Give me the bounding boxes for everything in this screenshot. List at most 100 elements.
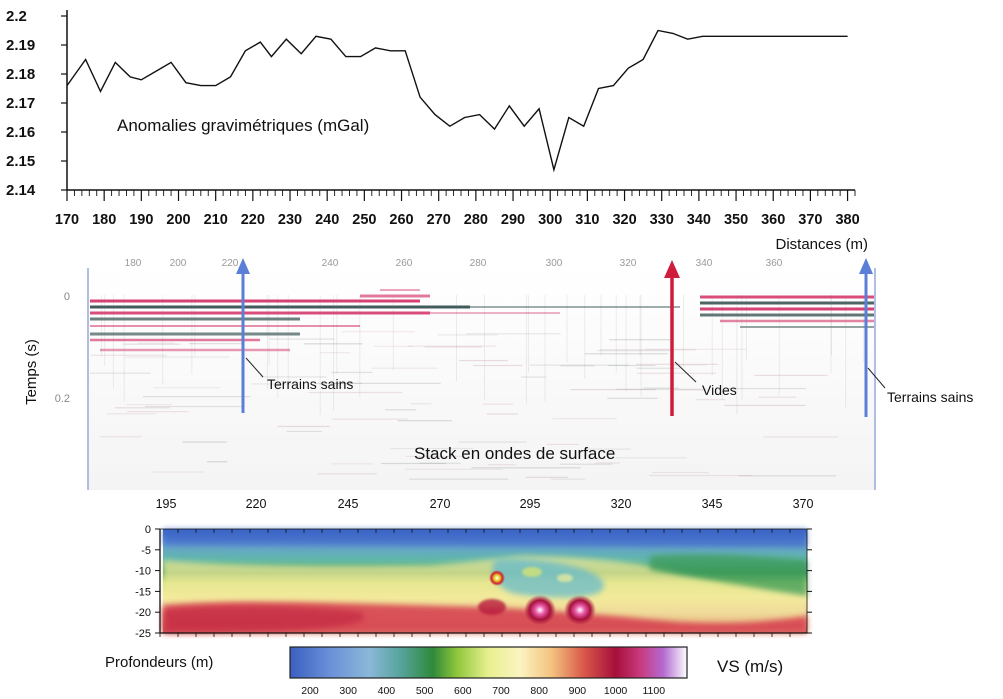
gravity-x-tick-label: 380 <box>835 212 859 228</box>
arrow-vides <box>664 260 680 416</box>
stack-trace-streak <box>319 295 321 415</box>
stack-noise <box>404 468 503 470</box>
gravity-x-tick-label: 270 <box>427 212 451 228</box>
stack-trace-streak <box>830 295 832 374</box>
vs-y-tick-label: -5 <box>141 545 151 557</box>
stack-trace-streak <box>741 295 743 400</box>
gravity-x-tick-label: 300 <box>538 212 562 228</box>
gravity-y-tick-label: 2.18 <box>6 66 35 83</box>
stack-noise <box>599 349 697 351</box>
stack-noise <box>520 376 547 378</box>
vs-colorbar-tick-label: 1100 <box>643 685 666 697</box>
stack-noise <box>585 448 631 450</box>
stack-reflector <box>470 306 680 308</box>
stack-noise <box>331 463 374 465</box>
stack-noise <box>371 367 438 369</box>
stack-noise <box>331 371 373 374</box>
stack-noise <box>144 405 245 408</box>
stack-trace-streak <box>101 295 103 357</box>
gravity-y-tick-label: 2.15 <box>6 153 35 170</box>
vs-colorbar-tick-label: 500 <box>416 685 434 697</box>
stack-noise <box>671 364 707 366</box>
stack-noise <box>551 478 586 480</box>
stack-noise <box>410 403 432 405</box>
stack-trace-streak <box>863 295 865 362</box>
vs-y-tick-label: -15 <box>135 586 151 598</box>
stack-noise <box>615 388 706 390</box>
gravity-x-tick-label: 170 <box>55 212 79 228</box>
stack-trace-streak <box>600 295 602 356</box>
stack-bottom-tick-label: 270 <box>430 497 451 511</box>
stack-noise <box>142 396 251 398</box>
stack-noise <box>99 436 142 438</box>
stack-noise <box>609 339 671 341</box>
stack-trace-streak <box>721 295 723 401</box>
stack-noise <box>738 475 837 477</box>
stack-noise <box>303 343 363 345</box>
stack-noise <box>332 382 441 384</box>
gravity-line <box>66 29 848 173</box>
stack-top-tick-label: 320 <box>620 258 637 269</box>
stack-noise <box>671 389 708 391</box>
stack-noise <box>385 409 416 411</box>
stack-y-tick-labels: 00.2 <box>55 291 70 405</box>
stack-reflector <box>90 338 260 342</box>
stack-y-tick-label: 0 <box>64 291 70 303</box>
stack-trace-streak <box>640 295 642 397</box>
stack-trace-streak <box>162 295 164 385</box>
vs-y-tick-label: -10 <box>135 566 151 578</box>
stack-noise <box>259 376 327 378</box>
vs-section: 0 -5 -10 -15 -20 -25 Profondeurs (m) 200 300 40… <box>105 524 812 697</box>
vs-y-tick-label: 0 <box>145 524 151 536</box>
stack-noise <box>90 372 151 374</box>
stack-bottom-tick-label: 370 <box>793 497 814 511</box>
stack-trace-streak <box>778 295 780 395</box>
stack-trace-streak <box>566 295 568 363</box>
stack-trace-streak <box>544 295 546 402</box>
stack-trace-streak <box>683 295 685 368</box>
vs-colorbar-tick-label: 800 <box>530 685 548 697</box>
stack-trace-streak <box>455 295 457 382</box>
stack-noise <box>486 413 519 415</box>
stack-trace-streak <box>277 295 279 399</box>
stack-traces <box>90 289 874 480</box>
stack-noise <box>636 367 680 369</box>
stack-background <box>88 268 875 490</box>
vs-colorbar-tick-label: 600 <box>454 685 472 697</box>
stack-noise <box>397 420 452 422</box>
stack-reflector <box>380 289 420 291</box>
stack-reflector <box>90 299 420 303</box>
leader-terrains-sains-right <box>867 367 886 389</box>
stack-trace-streak <box>123 295 125 403</box>
vs-colorbar <box>289 646 688 679</box>
gravity-x-tick-label: 230 <box>278 212 302 228</box>
gravity-chart-title: Anomalies gravimétriques (mGal) <box>117 116 369 135</box>
stack-noise <box>437 334 498 336</box>
stack-top-tick-label: 340 <box>696 258 713 269</box>
stack-trace-streak <box>191 295 193 375</box>
annotation-vides: Vides <box>702 382 737 398</box>
stack-noise <box>584 353 668 355</box>
stack-trace-streak <box>527 295 529 373</box>
stack-reflector <box>740 326 874 328</box>
stack-noise <box>459 441 527 443</box>
gravity-x-tick-label: 290 <box>501 212 525 228</box>
stack-noise <box>465 333 561 335</box>
stack-bottom-tick-label: 295 <box>520 497 541 511</box>
stack-trace-streak <box>336 295 338 374</box>
stack-reflector <box>700 301 874 305</box>
stack-trace-streak <box>745 295 747 361</box>
stack-top-tick-label: 180 <box>125 258 142 269</box>
stack-noise <box>126 411 189 413</box>
stack-noise <box>317 473 377 475</box>
stack-noise <box>651 471 709 474</box>
annotation-terrains-sains-left: Terrains sains <box>267 376 353 392</box>
stack-noise <box>546 443 580 446</box>
stack-noise <box>269 338 335 340</box>
gravity-x-tick-label: 240 <box>315 212 339 228</box>
stack-reflector <box>360 294 430 298</box>
gravity-x-tick-label: 190 <box>129 212 153 228</box>
stack-top-tick-label: 360 <box>766 258 783 269</box>
stack-trace-streak <box>615 295 617 373</box>
stack-noise <box>320 352 351 354</box>
